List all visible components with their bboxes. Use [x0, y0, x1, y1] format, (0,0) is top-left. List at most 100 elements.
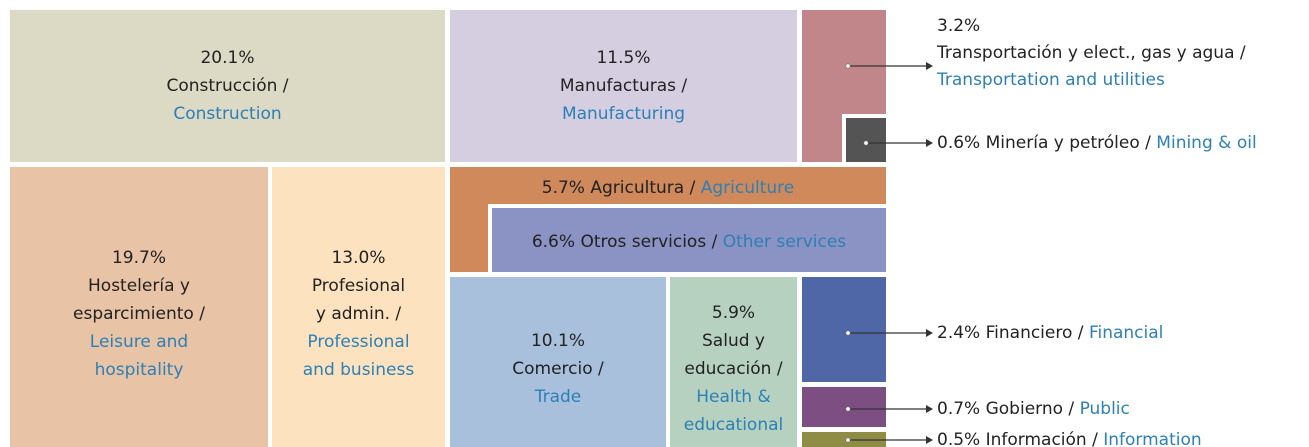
- treemap-cell: [450, 277, 666, 447]
- arrow-dot: [845, 437, 851, 443]
- label-line: 0.7% Gobierno / Public: [937, 396, 1130, 423]
- arrow-head: [926, 329, 933, 337]
- label-line: hospitality: [95, 356, 184, 384]
- label-line: 0.5% Información / Information: [937, 427, 1202, 447]
- label-line: y admin. /: [316, 300, 401, 328]
- label-en: Mining & oil: [1156, 132, 1257, 153]
- treemap-cell: [10, 167, 268, 447]
- arrow-dot: [845, 330, 851, 336]
- label-en: Other services: [722, 232, 847, 252]
- label-line: Transportación y elect., gas y agua /: [937, 40, 1246, 67]
- label-en: educational: [683, 414, 784, 435]
- treemap-cell: [802, 387, 886, 427]
- label-es: Hostelería y: [88, 275, 190, 296]
- value-label: 0.7%: [937, 398, 981, 419]
- label-line: Hostelería y: [88, 272, 190, 300]
- label-line: 10.1%: [531, 327, 585, 355]
- label-line: educational: [684, 411, 784, 439]
- arrow-dot: [845, 406, 851, 412]
- label-en: Transportation and utilities: [937, 69, 1165, 90]
- treemap-cell: [10, 10, 445, 162]
- label-line: 13.0%: [331, 244, 385, 272]
- label-en: hospitality: [94, 359, 184, 380]
- treemap-cell: [802, 432, 886, 447]
- value-label: 2.4%: [937, 322, 981, 343]
- label-line: 3.2%: [937, 13, 1246, 40]
- arrow-head: [926, 62, 933, 70]
- arrow-head: [926, 405, 933, 413]
- value-label: 0.6%: [937, 132, 981, 153]
- value-label: 0.5%: [937, 429, 981, 447]
- cell-label: 5.9% Salud y educación / Health & educationa…: [670, 277, 797, 447]
- label-line: Manufacturing: [562, 100, 685, 128]
- label-es: Otros servicios /: [580, 232, 718, 252]
- outside-label: 0.5% Información / Information: [937, 427, 1202, 447]
- label-line: and business: [303, 356, 414, 384]
- cell-label: 10.1% Comercio / Trade: [450, 277, 666, 447]
- label-line: 5.7% Agricultura / Agriculture: [542, 174, 794, 202]
- arrow-dot: [863, 140, 869, 146]
- treemap-cell: [492, 208, 886, 272]
- outside-label: 3.2% Transportación y elect., gas y agua …: [937, 13, 1246, 94]
- cell-label: 20.1% Construcción / Construction: [10, 10, 445, 162]
- label-es: Manufacturas /: [559, 76, 688, 96]
- label-en: Health &: [696, 386, 771, 407]
- label-line: esparcimiento /: [73, 300, 205, 328]
- label-line: 20.1%: [200, 44, 254, 72]
- label-line: Professional: [307, 328, 409, 356]
- label-line: Construcción /: [166, 72, 288, 100]
- label-line: 2.4% Financiero / Financial: [937, 320, 1163, 347]
- label-line: 5.9%: [712, 299, 755, 327]
- value-label: 5.9%: [711, 302, 756, 323]
- label-es: Comercio /: [512, 358, 604, 379]
- label-en: Trade: [534, 386, 582, 407]
- label-es: Profesional: [311, 275, 406, 296]
- label-line: Trade: [535, 383, 582, 411]
- cell-label: 19.7% Hostelería y esparcimiento / Leisure …: [10, 167, 268, 447]
- label-es: Construcción /: [166, 76, 289, 96]
- label-es: Financiero /: [985, 322, 1084, 343]
- label-es: y admin. /: [315, 303, 402, 324]
- label-en: Manufacturing: [561, 104, 686, 124]
- label-es: Gobierno /: [985, 398, 1075, 419]
- label-line: 6.6% Otros servicios / Other services: [532, 228, 846, 256]
- label-line: 0.6% Minería y petróleo / Mining & oil: [937, 130, 1257, 157]
- label-line: Profesional: [312, 272, 405, 300]
- cell-label: 6.6% Otros servicios / Other services: [492, 208, 886, 276]
- label-en: Financial: [1088, 322, 1164, 343]
- label-line: Manufacturas /: [560, 72, 687, 100]
- label-es: esparcimiento /: [73, 303, 205, 324]
- treemap-cell: [450, 10, 797, 162]
- label-en: Information: [1103, 429, 1202, 447]
- label-es: Información /: [985, 429, 1098, 447]
- treemap-cell: [846, 118, 886, 162]
- value-label: 19.7%: [111, 247, 166, 268]
- label-line: Construction: [173, 100, 281, 128]
- label-es: Minería y petróleo /: [985, 132, 1151, 153]
- cell-label: 13.0% Profesional y admin. / Professional an…: [272, 167, 445, 447]
- label-en: and business: [302, 359, 415, 380]
- arrow-head: [926, 139, 933, 147]
- label-line: Health &: [696, 383, 770, 411]
- value-label: 10.1%: [530, 330, 585, 351]
- value-label: 3.2%: [937, 15, 981, 36]
- label-es: Agricultura /: [590, 177, 696, 198]
- outside-label: 0.6% Minería y petróleo / Mining & oil: [937, 130, 1257, 157]
- label-en: Construction: [173, 104, 282, 124]
- value-label: 20.1%: [200, 48, 255, 68]
- label-es: educación /: [684, 358, 783, 379]
- label-line: Leisure and: [90, 328, 188, 356]
- label-es: Transportación y elect., gas y agua /: [937, 42, 1246, 63]
- label-line: 11.5%: [596, 44, 650, 72]
- label-es: Salud y: [702, 330, 765, 351]
- label-line: Transportation and utilities: [937, 67, 1246, 94]
- label-line: Comercio /: [512, 355, 604, 383]
- outside-label: 0.7% Gobierno / Public: [937, 396, 1130, 423]
- treemap-cell: [670, 277, 797, 447]
- label-en: Agriculture: [700, 177, 795, 198]
- value-label: 13.0%: [331, 247, 386, 268]
- arrow-dot: [845, 63, 851, 69]
- arrow-head: [926, 436, 933, 444]
